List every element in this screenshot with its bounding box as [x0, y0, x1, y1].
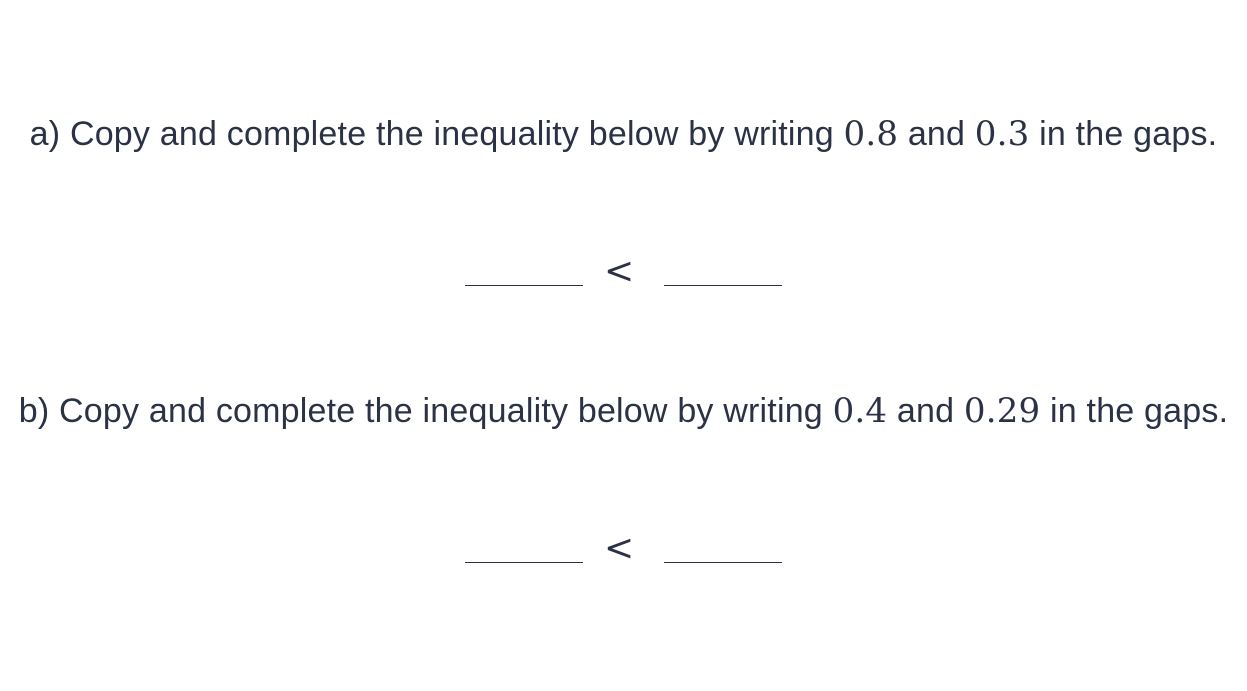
question-a: a) Copy and complete the inequality belo…	[0, 109, 1247, 159]
question-a-value-2: 0.3	[974, 114, 1030, 154]
inequality-a: <	[0, 252, 1247, 292]
less-than-symbol-b: <	[604, 528, 635, 569]
question-a-suffix: in the gaps.	[1029, 115, 1218, 153]
question-b-text: b) Copy and complete the inequality belo…	[19, 386, 1229, 436]
question-b-prefix: b) Copy and complete the inequality belo…	[18, 392, 833, 430]
less-than-symbol-a: <	[604, 251, 635, 292]
answer-gap-a-left	[465, 285, 583, 286]
inequality-b: <	[0, 529, 1247, 569]
question-b-value-2: 0.29	[963, 391, 1041, 431]
question-b-connector: and	[887, 392, 964, 430]
question-a-text: a) Copy and complete the inequality belo…	[19, 109, 1229, 159]
question-b: b) Copy and complete the inequality belo…	[0, 386, 1247, 436]
question-a-value-1: 0.8	[843, 114, 899, 154]
question-b-value-1: 0.4	[832, 391, 888, 431]
answer-gap-b-left	[465, 562, 583, 563]
answer-gap-a-right	[664, 285, 782, 286]
question-a-prefix: a) Copy and complete the inequality belo…	[29, 115, 844, 153]
question-b-suffix: in the gaps.	[1040, 392, 1229, 430]
question-a-connector: and	[898, 115, 975, 153]
answer-gap-b-right	[664, 562, 782, 563]
